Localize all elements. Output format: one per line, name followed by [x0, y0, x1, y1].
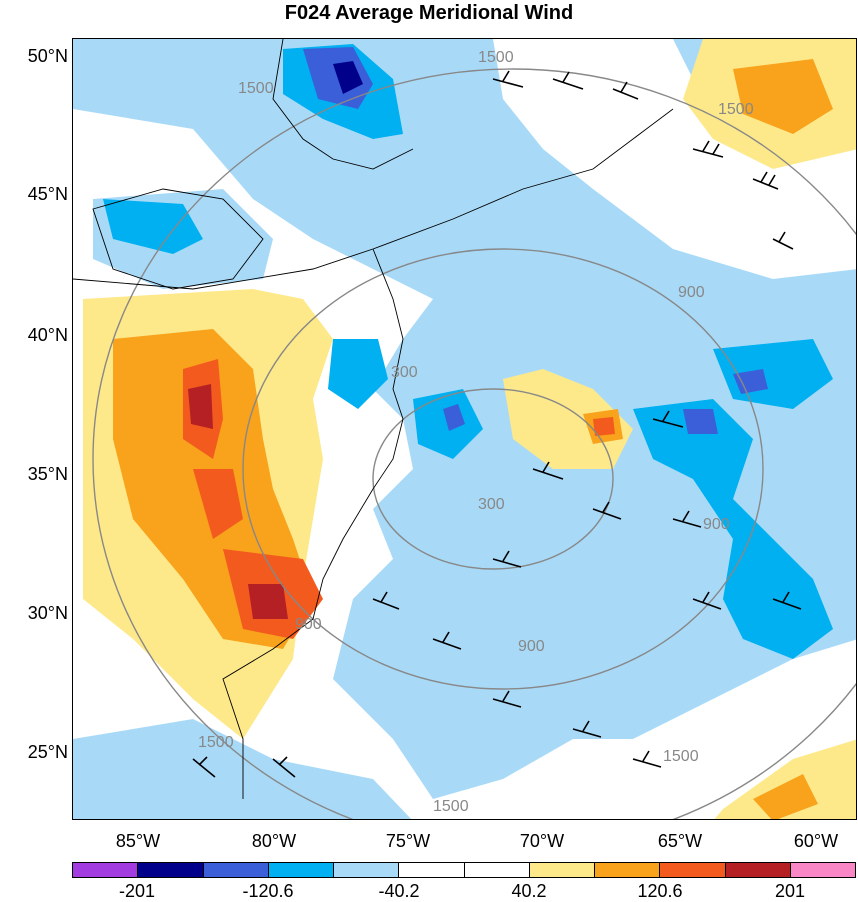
contour-label: 900	[518, 638, 545, 655]
lon-label-85w: 85°W	[115, 831, 161, 851]
lat-label-35n: 35°N	[27, 464, 68, 484]
lat-label-30n: 30°N	[27, 603, 68, 623]
contour-label: 1500	[718, 101, 754, 118]
colorbar-swatch	[529, 863, 595, 877]
lon-label-75w: 75°W	[385, 831, 431, 851]
contour-label: 1500	[663, 748, 699, 765]
map-panel: 1500 1500 1500 1500 1500 1500 900 900 90…	[72, 38, 857, 820]
colorbar-swatch	[464, 863, 530, 877]
colorbar-swatch	[268, 863, 334, 877]
colorbar-tick-label: -120.6	[242, 881, 294, 901]
height-contours	[92, 68, 856, 819]
colorbar-tick-label: 40.2	[511, 881, 547, 901]
colorbar-swatch	[725, 863, 791, 877]
colorbar-swatch	[138, 863, 204, 877]
lat-label-25n: 25°N	[27, 742, 68, 762]
contour-label: 900	[295, 616, 322, 633]
colorbar-swatch	[73, 863, 139, 877]
blue-shading	[103, 44, 833, 659]
colorbar-tick-label: -201	[118, 881, 156, 901]
map-title: F024 Average Meridional Wind	[284, 2, 574, 24]
colorbar-swatch	[203, 863, 269, 877]
lat-label-40n: 40°N	[27, 325, 68, 345]
contour-label: 900	[703, 516, 730, 533]
wind-barbs	[192, 70, 802, 778]
contour-label: 1500	[198, 734, 234, 751]
lon-label-80w: 80°W	[251, 831, 297, 851]
colorbar-swatch	[595, 863, 661, 877]
lat-label-45n: 45°N	[27, 184, 68, 204]
colorbar-swatch	[334, 863, 400, 877]
contour-label-group: 1500 1500 1500 1500 1500 1500 900 900 90…	[198, 49, 754, 815]
colorbar	[72, 862, 856, 878]
dark-blue-shading	[303, 47, 768, 434]
colorbar-tick-label: 120.6	[637, 881, 683, 901]
colorbar-swatch	[660, 863, 726, 877]
lon-label-65w: 65°W	[657, 831, 703, 851]
contour-label: 1500	[238, 80, 274, 97]
colorbar-tick-label: 201	[774, 881, 806, 901]
contour-label: 300	[478, 496, 505, 513]
contour-label: 1500	[478, 49, 514, 66]
lon-label-60w: 60°W	[793, 831, 839, 851]
contour-label: 1500	[433, 798, 469, 815]
lat-label-50n: 50°N	[27, 46, 68, 66]
lon-label-70w: 70°W	[519, 831, 565, 851]
colorbar-swatch	[399, 863, 465, 877]
colorbar-swatch	[790, 863, 855, 877]
contour-label: 300	[391, 364, 418, 381]
contour-label: 900	[678, 284, 705, 301]
colorbar-tick-label: -40.2	[378, 881, 420, 901]
border-lines	[73, 39, 674, 799]
dark-red-shading	[188, 384, 288, 619]
map-canvas: 1500 1500 1500 1500 1500 1500 900 900 90…	[73, 39, 856, 819]
